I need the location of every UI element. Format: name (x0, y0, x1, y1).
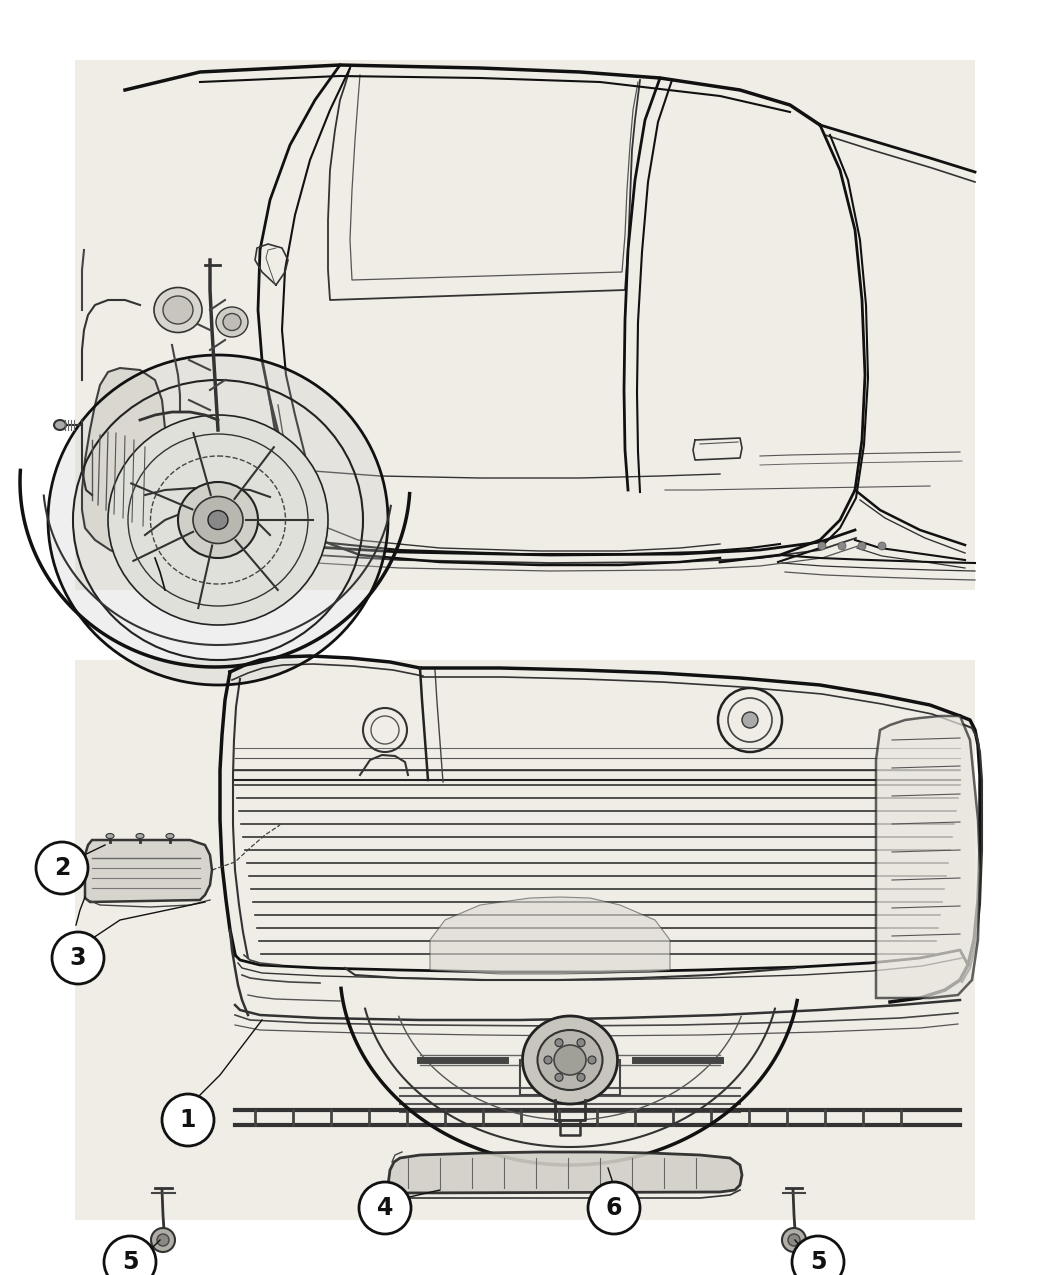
Ellipse shape (108, 414, 328, 625)
Ellipse shape (136, 834, 144, 839)
Circle shape (588, 1056, 596, 1065)
Ellipse shape (154, 287, 202, 333)
Circle shape (578, 1074, 585, 1081)
Circle shape (742, 711, 758, 728)
Circle shape (555, 1074, 563, 1081)
Circle shape (36, 842, 88, 894)
Ellipse shape (523, 1016, 617, 1104)
Ellipse shape (106, 834, 114, 839)
Circle shape (162, 1094, 214, 1146)
Text: 1: 1 (180, 1108, 196, 1132)
Circle shape (52, 932, 104, 984)
Circle shape (792, 1235, 844, 1275)
Circle shape (555, 1039, 563, 1047)
Ellipse shape (178, 482, 258, 558)
Ellipse shape (48, 354, 388, 685)
Circle shape (588, 1182, 640, 1234)
Ellipse shape (538, 1030, 603, 1090)
Circle shape (818, 542, 826, 550)
Ellipse shape (54, 419, 66, 430)
Text: 2: 2 (54, 856, 70, 880)
Ellipse shape (554, 1046, 586, 1075)
Text: 3: 3 (69, 946, 86, 970)
Circle shape (544, 1056, 552, 1065)
Ellipse shape (223, 314, 242, 330)
Polygon shape (85, 840, 212, 901)
Circle shape (578, 1039, 585, 1047)
Text: 5: 5 (122, 1250, 139, 1274)
Text: 4: 4 (377, 1196, 393, 1220)
Ellipse shape (216, 307, 248, 337)
Text: 6: 6 (606, 1196, 623, 1220)
Ellipse shape (193, 496, 243, 543)
Circle shape (838, 542, 846, 550)
Polygon shape (388, 1153, 742, 1193)
Bar (75, 60, 975, 590)
Polygon shape (430, 898, 670, 974)
Bar (75, 660, 975, 1220)
Circle shape (878, 542, 886, 550)
Circle shape (151, 1228, 175, 1252)
Circle shape (359, 1182, 411, 1234)
Text: 5: 5 (810, 1250, 826, 1274)
Polygon shape (876, 717, 980, 998)
Circle shape (782, 1228, 806, 1252)
Ellipse shape (208, 510, 228, 529)
Ellipse shape (166, 834, 174, 839)
Polygon shape (82, 368, 165, 558)
Circle shape (788, 1234, 800, 1246)
Ellipse shape (163, 296, 193, 324)
Circle shape (858, 542, 866, 550)
Circle shape (158, 1234, 169, 1246)
Circle shape (104, 1235, 156, 1275)
